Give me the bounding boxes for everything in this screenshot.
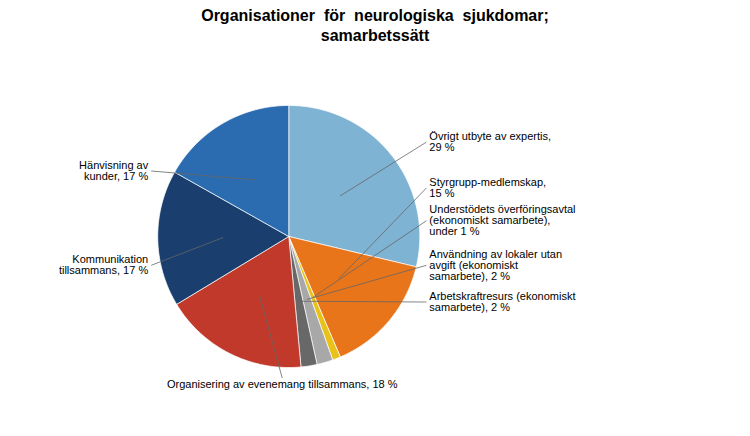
svg-text:Understödets överföringsavtal(: Understödets överföringsavtal(ekonomiskt… — [429, 203, 575, 237]
svg-text:Styrgrupp-medlemskap,15 %: Styrgrupp-medlemskap,15 % — [429, 176, 546, 199]
svg-text:Användning av lokaler utanavgi: Användning av lokaler utanavgift (ekonom… — [429, 248, 562, 282]
svg-text:Arbetskraftresurs (ekonomiskts: Arbetskraftresurs (ekonomisktsamarbete),… — [429, 290, 575, 313]
svg-text:Hänvisning avkunder, 17 %: Hänvisning avkunder, 17 % — [79, 159, 149, 182]
svg-text:Övrigt utbyte av expertis,29 %: Övrigt utbyte av expertis,29 % — [429, 130, 551, 153]
html-text:Organisationer för neurologisk: Organisationer för neurologiska sjukdoma… — [201, 7, 549, 44]
svg-text:Kommunikationtillsammans, 17 %: Kommunikationtillsammans, 17 % — [59, 253, 148, 276]
svg-text:Organisering av evenemang till: Organisering av evenemang tillsammans, 1… — [167, 378, 398, 390]
